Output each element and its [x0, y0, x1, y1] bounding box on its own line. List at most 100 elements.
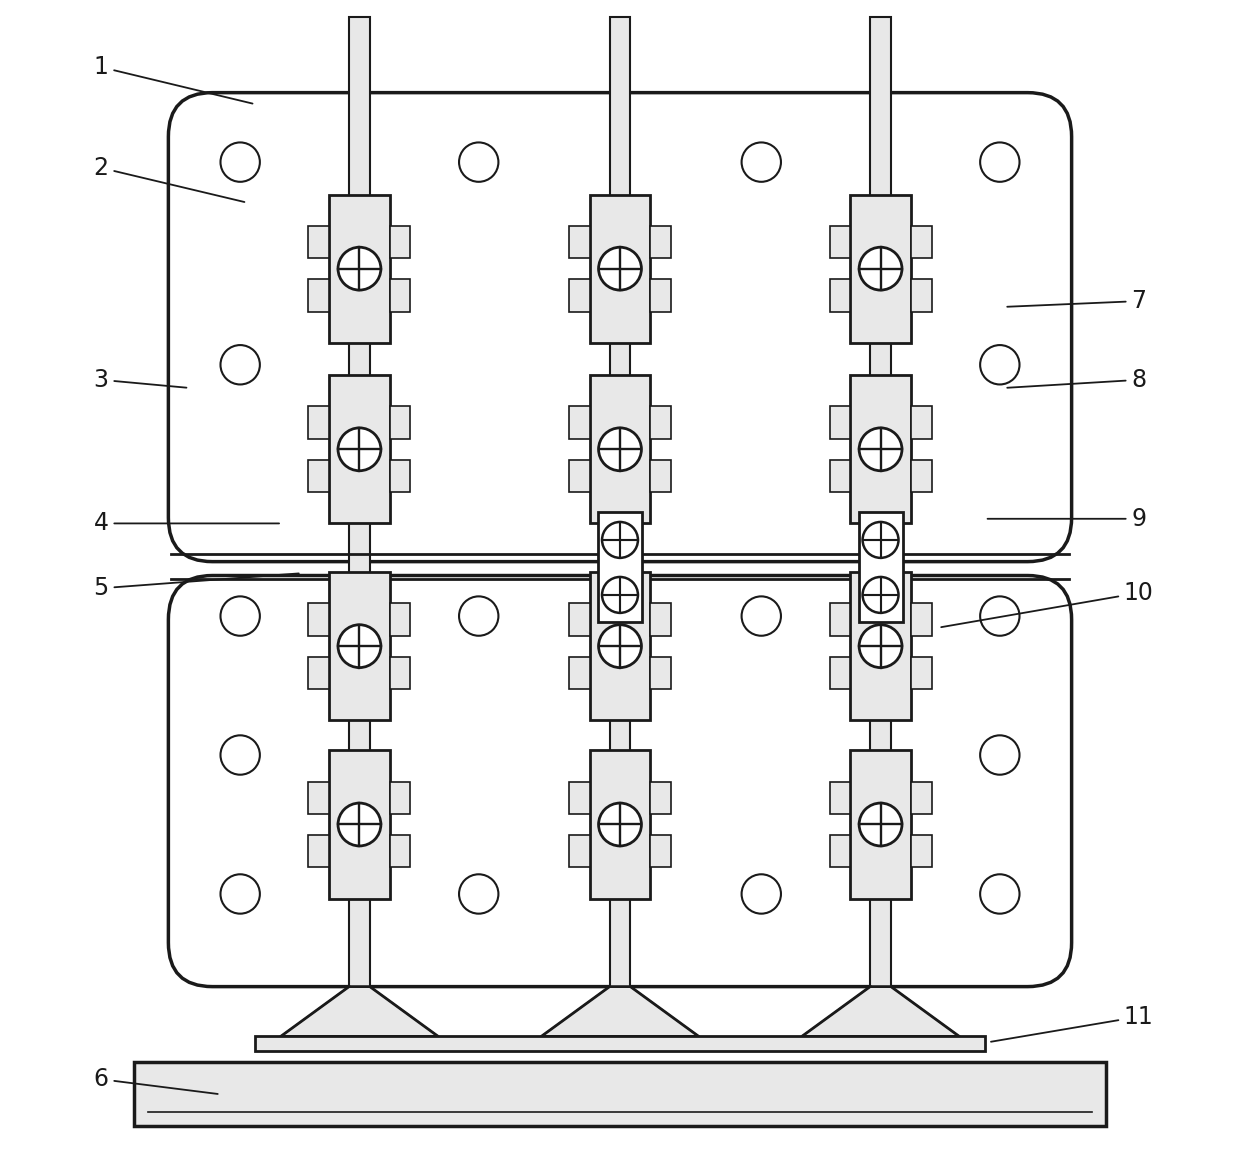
Bar — [389, 657, 410, 689]
Bar — [330, 750, 389, 899]
Circle shape — [221, 596, 260, 636]
Bar — [830, 603, 851, 636]
Bar — [389, 782, 410, 814]
Bar — [851, 195, 910, 343]
Bar — [590, 195, 650, 343]
Text: 3: 3 — [94, 368, 186, 391]
Text: 8: 8 — [1007, 368, 1146, 391]
Circle shape — [863, 522, 899, 558]
Bar — [590, 375, 650, 523]
Circle shape — [980, 735, 1019, 775]
Bar — [830, 226, 851, 258]
Bar — [309, 835, 330, 867]
Bar — [910, 279, 931, 312]
Circle shape — [221, 874, 260, 914]
Bar — [309, 460, 330, 492]
Circle shape — [742, 142, 781, 182]
Text: 11: 11 — [991, 1005, 1153, 1042]
Bar — [569, 226, 590, 258]
Bar — [569, 657, 590, 689]
Bar — [830, 279, 851, 312]
Bar — [851, 375, 910, 523]
Bar — [650, 460, 671, 492]
Text: 10: 10 — [941, 581, 1153, 628]
Circle shape — [459, 142, 498, 182]
Circle shape — [221, 142, 260, 182]
Bar — [650, 657, 671, 689]
Bar — [851, 750, 910, 899]
Polygon shape — [280, 987, 438, 1036]
Circle shape — [859, 248, 901, 290]
Bar — [910, 657, 931, 689]
Circle shape — [339, 804, 381, 845]
Bar — [650, 782, 671, 814]
Bar — [330, 375, 389, 523]
Bar — [598, 512, 642, 623]
Bar — [309, 657, 330, 689]
Circle shape — [599, 804, 641, 845]
Circle shape — [859, 428, 901, 470]
Bar — [650, 603, 671, 636]
Bar — [389, 603, 410, 636]
Bar — [870, 17, 892, 1036]
Circle shape — [980, 345, 1019, 384]
Text: 4: 4 — [94, 512, 279, 535]
Bar — [309, 782, 330, 814]
Text: 6: 6 — [94, 1068, 218, 1094]
Circle shape — [221, 735, 260, 775]
Bar — [830, 406, 851, 439]
Circle shape — [603, 522, 637, 558]
Bar — [309, 603, 330, 636]
Bar — [650, 406, 671, 439]
Circle shape — [859, 804, 901, 845]
Bar — [569, 782, 590, 814]
Circle shape — [980, 142, 1019, 182]
Bar — [389, 835, 410, 867]
Text: 1: 1 — [94, 56, 253, 103]
Bar — [569, 406, 590, 439]
Polygon shape — [802, 987, 960, 1036]
Polygon shape — [541, 987, 699, 1036]
Circle shape — [603, 577, 637, 613]
Circle shape — [742, 874, 781, 914]
Bar — [134, 1062, 1106, 1126]
Bar — [569, 460, 590, 492]
Bar — [389, 279, 410, 312]
Bar — [650, 835, 671, 867]
Circle shape — [863, 577, 899, 613]
Bar — [830, 835, 851, 867]
Circle shape — [599, 625, 641, 667]
Bar — [348, 17, 370, 1036]
Bar — [851, 572, 910, 720]
Circle shape — [459, 874, 498, 914]
Bar — [389, 460, 410, 492]
Bar — [569, 603, 590, 636]
Circle shape — [339, 428, 381, 470]
FancyBboxPatch shape — [169, 93, 1071, 562]
Bar — [330, 572, 389, 720]
Bar — [389, 406, 410, 439]
Circle shape — [459, 596, 498, 636]
Bar — [858, 512, 903, 623]
Bar — [330, 195, 389, 343]
Bar — [830, 657, 851, 689]
Text: 9: 9 — [987, 507, 1146, 530]
Circle shape — [859, 625, 901, 667]
Bar — [590, 572, 650, 720]
Bar — [590, 750, 650, 899]
Bar — [910, 226, 931, 258]
Bar — [910, 835, 931, 867]
Bar — [309, 406, 330, 439]
Circle shape — [339, 625, 381, 667]
Circle shape — [980, 596, 1019, 636]
Circle shape — [599, 428, 641, 470]
Bar — [309, 279, 330, 312]
Text: 5: 5 — [93, 573, 299, 600]
Bar — [650, 279, 671, 312]
Bar — [255, 1036, 985, 1051]
Text: 7: 7 — [1007, 290, 1146, 313]
Circle shape — [742, 596, 781, 636]
Bar — [910, 406, 931, 439]
Bar — [910, 460, 931, 492]
Circle shape — [339, 248, 381, 290]
